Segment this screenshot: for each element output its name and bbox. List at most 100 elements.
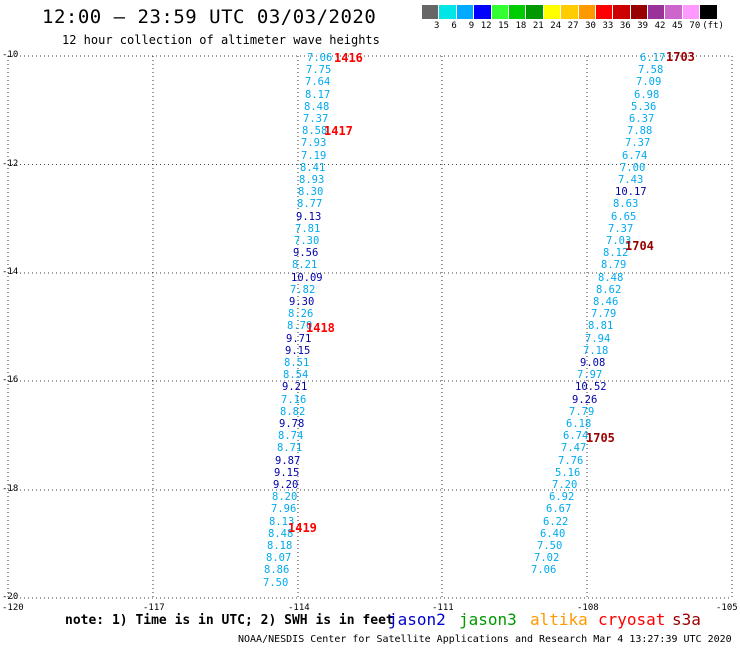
wave-height-label: 7.75 — [306, 64, 332, 77]
legend-jason3: jason3 — [459, 610, 517, 629]
colorbar-label: 3 — [433, 21, 440, 31]
wave-height-label: 7.79 — [591, 308, 617, 321]
wave-height-label: 7.50 — [263, 576, 289, 589]
wave-height-label: 6.18 — [566, 418, 592, 430]
pass-time-label: 1417 — [324, 124, 353, 138]
wave-height-label: 8.58 — [302, 125, 328, 138]
lat-tick-label: -14 — [2, 267, 19, 277]
wave-height-label: 7.64 — [305, 76, 331, 89]
wave-height-label: 10.52 — [575, 381, 607, 394]
wave-height-label: 8.48 — [598, 271, 624, 284]
wave-height-label: 10.09 — [291, 271, 323, 284]
colorbar-label: 15 — [498, 21, 509, 31]
wave-height-label: 8.13 — [269, 515, 295, 528]
wave-height-label: 8.41 — [300, 161, 326, 174]
wave-height-label: 8.93 — [299, 174, 325, 186]
wave-height-label: 8.79 — [601, 259, 627, 272]
wave-height-label: 8.17 — [305, 88, 331, 101]
wave-height-label: 9.15 — [285, 344, 311, 357]
colorbar-label: 21 — [532, 21, 544, 31]
wave-height-label: 7.37 — [303, 113, 329, 125]
wave-height-label: 6.65 — [611, 210, 637, 223]
legend-altika: altika — [530, 610, 588, 629]
wave-height-label: 9.20 — [273, 479, 299, 491]
footer-note: note: 1) Time is in UTC; 2) SWH is in fe… — [65, 613, 394, 628]
wave-height-label: 7.93 — [301, 137, 327, 150]
legend-jason2: jason2 — [388, 610, 446, 629]
colorbar-label: 9 — [468, 21, 475, 31]
wave-height-label: 6.40 — [540, 527, 566, 540]
lat-tick-label: -12 — [2, 158, 19, 169]
colorbar-label: 70 — [689, 21, 701, 31]
wave-height-label: 6.74 — [563, 430, 589, 443]
wave-height-label: 9.08 — [580, 357, 606, 369]
wave-height-label: 9.21 — [282, 381, 308, 394]
lat-tick-label: -18 — [2, 484, 19, 494]
colorbar-label: 42 — [654, 21, 666, 31]
wave-height-label: 7.81 — [295, 222, 321, 235]
wave-height-label: 7.79 — [569, 405, 595, 418]
wave-height-label: 7.37 — [608, 222, 634, 235]
colorbar-label: 33 — [602, 21, 614, 31]
wave-height-label: 6.37 — [629, 113, 655, 125]
wave-height-label: 8.12 — [603, 247, 629, 260]
wave-height-label: 8.82 — [280, 405, 306, 418]
wave-height-label: 9.26 — [572, 393, 598, 406]
wave-height-label: 8.77 — [297, 198, 323, 211]
wave-height-label: 9.30 — [289, 296, 315, 308]
wave-height-label: 7.37 — [625, 137, 651, 150]
lon-tick-label: -114 — [288, 603, 310, 613]
wave-height-label: 8.74 — [278, 430, 304, 443]
wave-height-label: 8.86 — [264, 564, 290, 577]
wave-height-label: 7.82 — [290, 283, 316, 296]
wave-height-label: 8.63 — [613, 198, 639, 211]
wave-height-label: 7.03 — [606, 235, 632, 247]
colorbar-swatch — [700, 5, 718, 19]
wave-height-label: 8.54 — [283, 369, 309, 382]
wave-height-label: 6.17 — [640, 52, 666, 64]
colorbar-swatch — [682, 5, 701, 19]
wave-height-label: 7.97 — [577, 369, 603, 382]
colorbar-label: 18 — [515, 21, 527, 31]
colorbar-label: 39 — [637, 21, 649, 31]
legend-cryosat: cryosat — [598, 610, 666, 629]
colorbar-label: 6 — [451, 21, 457, 31]
colorbar-swatch — [474, 5, 492, 19]
wave-height-label: 9.13 — [296, 210, 322, 223]
wave-height-label: 7.47 — [561, 442, 587, 455]
colorbar-label: 12 — [480, 21, 492, 31]
wave-height-label: 5.16 — [555, 466, 581, 479]
wave-height-label: 7.18 — [583, 344, 609, 357]
credit-line: NOAA/NESDIS Center for Satellite Applica… — [238, 634, 732, 645]
wave-height-label: 6.67 — [546, 503, 572, 516]
lon-tick-label: -117 — [143, 603, 165, 613]
wave-height-label: 7.76 — [558, 454, 584, 467]
wave-height-label: 9.87 — [275, 454, 301, 467]
wave-height-label: 8.18 — [267, 540, 293, 552]
wave-height-label: 10.17 — [615, 186, 647, 199]
wave-height-label: 7.20 — [552, 479, 578, 491]
wave-height-label: 8.48 — [304, 100, 330, 113]
lat-tick-label: -16 — [2, 375, 19, 385]
wave-height-label: 8.51 — [284, 357, 310, 369]
wave-height-label: 8.07 — [266, 552, 292, 565]
colorbar-swatch — [595, 5, 614, 19]
colorbar-labels: 3 6 9 12 15 18 21 24 27 30 33 36 39 42 45 70 (ft) — [422, 21, 724, 31]
legend-s3a: s3a — [672, 610, 701, 629]
lon-tick-label: -105 — [716, 603, 738, 613]
wave-height-label: 8.21 — [292, 259, 318, 272]
pass-time-label: 1703 — [666, 50, 695, 64]
wave-height-label: 9.78 — [279, 418, 305, 430]
wave-height-label: 7.30 — [294, 235, 320, 247]
colorbar-label: 30 — [585, 21, 596, 31]
lat-tick-label: -20 — [2, 592, 19, 602]
colorbar-swatch — [456, 5, 475, 19]
colorbar-swatch — [439, 5, 457, 19]
plot-area — [8, 56, 732, 598]
colorbar-swatch — [508, 5, 527, 19]
wave-height-label: 9.71 — [286, 332, 312, 345]
colorbar-swatch — [526, 5, 544, 19]
wave-height-label: 8.71 — [277, 442, 303, 455]
